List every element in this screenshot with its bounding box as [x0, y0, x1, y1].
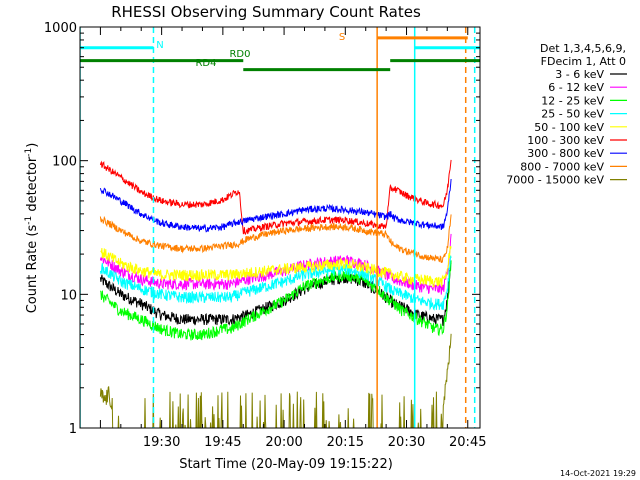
legend-header-line: FDecim 1, Att 0 — [541, 55, 626, 68]
x-axis-label: Start Time (20-May-09 19:15:22) — [179, 457, 393, 472]
y-tick-label: 1 — [69, 422, 77, 437]
legend: Det 1,3,4,5,6,9,FDecim 1, Att 03 - 6 keV… — [506, 42, 627, 187]
series-300-800-kev-line — [99, 178, 452, 233]
date-stamp: 14-Oct-2021 19:29 — [560, 469, 636, 478]
flag-rd4-label: RD4 — [195, 58, 216, 69]
flag-n-label: N — [156, 40, 163, 51]
y-tick-label: 1000 — [44, 21, 77, 36]
flag-s-label: S — [339, 32, 345, 43]
legend-entry-label: 100 - 300 keV — [527, 134, 604, 147]
series-50-100-kev-line — [100, 246, 452, 288]
x-tick-label: 19:45 — [204, 435, 241, 450]
flag-rd0-label: RD0 — [229, 49, 250, 60]
legend-entry-label: 6 - 12 keV — [548, 81, 604, 94]
x-tick-label: 20:15 — [327, 435, 364, 450]
legend-entry-label: 50 - 100 keV — [534, 121, 604, 134]
legend-entry-label: 800 - 7000 keV — [520, 160, 604, 173]
x-tick-label: 19:30 — [143, 435, 180, 450]
x-tick-label: 20:45 — [449, 435, 486, 450]
legend-entry-label: 7000 - 15000 keV — [506, 174, 604, 187]
x-tick-label: 20:30 — [388, 435, 425, 450]
series-6-12-kev-line — [99, 233, 452, 295]
legend-entry-label: 300 - 800 keV — [527, 147, 604, 160]
series-25-50-kev-line — [99, 255, 452, 311]
legend-entry-label: 12 - 25 keV — [541, 94, 604, 107]
legend-header-line: Det 1,3,4,5,6,9, — [540, 42, 626, 55]
plot-area — [80, 27, 480, 428]
chart-title: RHESSI Observing Summary Count Rates — [111, 3, 421, 21]
series-100-300-kev-line — [99, 159, 452, 236]
y-tick-label: 10 — [60, 288, 77, 303]
x-tick-label: 20:00 — [265, 435, 302, 450]
legend-entry-label: 25 - 50 keV — [541, 108, 604, 121]
legend-entry-label: 3 - 6 keV — [555, 68, 604, 81]
y-tick-label: 100 — [52, 155, 77, 170]
y-axis-label: Count Rate (s-1 detector-1) — [24, 143, 40, 314]
plot-frame — [79, 26, 481, 429]
series-12-25-kev-line — [99, 260, 452, 341]
series-800-7000-kev-line — [99, 214, 452, 264]
